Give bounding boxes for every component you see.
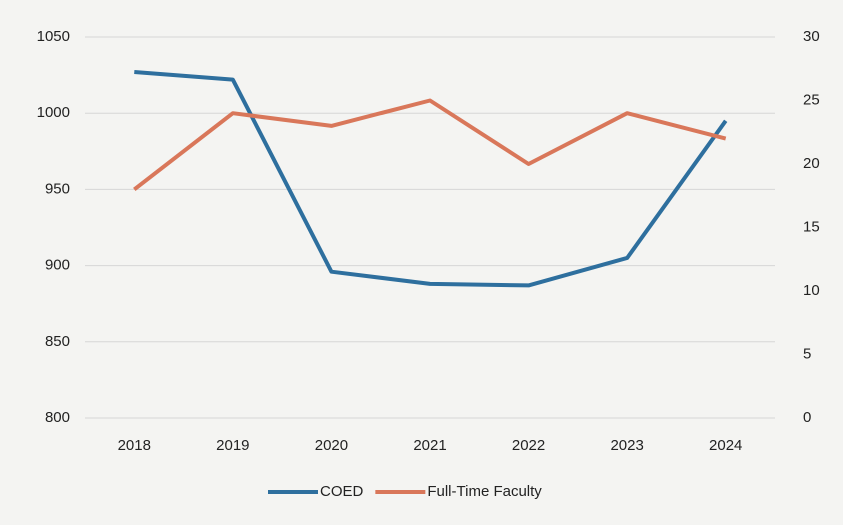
y2-tick-label: 5: [803, 345, 811, 362]
legend-label: COED: [320, 483, 364, 500]
y-tick-label: 800: [45, 409, 70, 426]
y-tick-label: 850: [45, 333, 70, 350]
y-tick-label: 1000: [37, 104, 70, 121]
x-tick-label: 2021: [413, 437, 446, 454]
y2-tick-label: 0: [803, 409, 811, 426]
series-line: [134, 70, 728, 288]
x-tick-label: 2020: [315, 437, 348, 454]
x-tick-label: 2019: [216, 437, 249, 454]
y2-tick-label: 30: [803, 28, 820, 45]
y2-tick-label: 10: [803, 282, 820, 299]
x-tick-label: 2022: [512, 437, 545, 454]
y2-tick-label: 25: [803, 91, 820, 108]
y-tick-label: 950: [45, 180, 70, 197]
y2-tick-label: 15: [803, 218, 820, 235]
y-tick-label: 1050: [37, 28, 70, 45]
x-tick-label: 2018: [118, 437, 151, 454]
y-tick-label: 900: [45, 257, 70, 274]
x-tick-label: 2023: [610, 437, 643, 454]
series-line: [133, 98, 727, 191]
x-tick-label: 2024: [709, 437, 742, 454]
y2-tick-label: 20: [803, 155, 820, 172]
legend-label: Full-Time Faculty: [427, 483, 542, 500]
